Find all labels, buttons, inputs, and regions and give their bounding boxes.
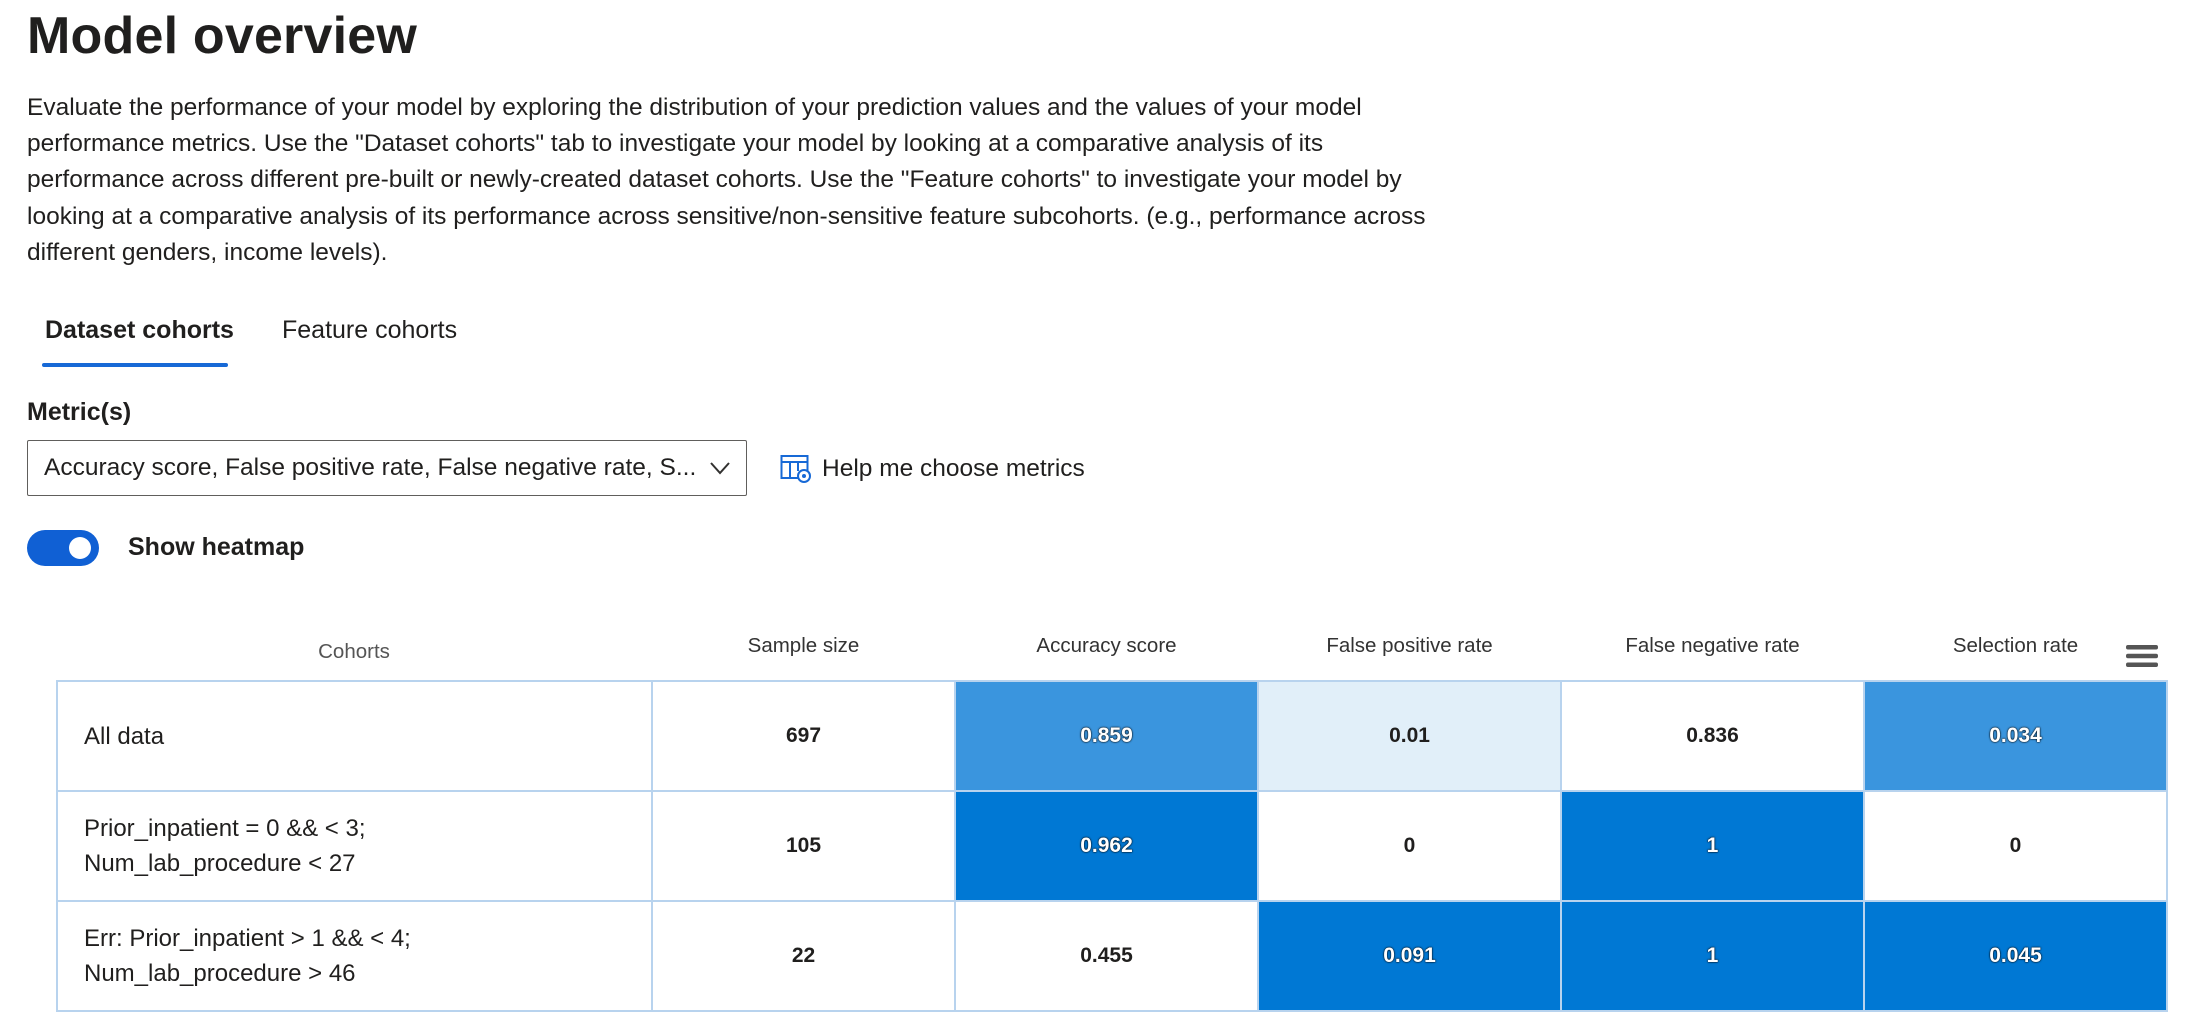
accuracy-score-cell: 0.455 bbox=[954, 900, 1259, 1012]
table-row: All data 697 0.859 0.01 0.836 0.034 bbox=[56, 680, 2168, 792]
false-negative-rate-cell: 1 bbox=[1560, 790, 1865, 902]
sample-size-cell: 697 bbox=[651, 680, 956, 792]
table-row: Err: Prior_inpatient > 1 && < 4; Num_lab… bbox=[56, 900, 2168, 1012]
column-header-false-positive-rate: False positive rate bbox=[1326, 634, 1493, 657]
false-positive-rate-cell: 0 bbox=[1257, 790, 1562, 902]
sample-size-cell: 22 bbox=[651, 900, 956, 1012]
metrics-label: Metric(s) bbox=[27, 398, 132, 426]
cohort-name-line: Err: Prior_inpatient > 1 && < 4; bbox=[84, 925, 411, 952]
chevron-down-icon bbox=[710, 462, 730, 475]
false-negative-rate-cell: 0.836 bbox=[1560, 680, 1865, 792]
column-header-accuracy-score: Accuracy score bbox=[1036, 634, 1177, 657]
tab-dataset-cohorts[interactable]: Dataset cohorts bbox=[45, 316, 234, 344]
table-settings-icon bbox=[780, 455, 811, 483]
false-positive-rate-cell: 0.091 bbox=[1257, 900, 1562, 1012]
selection-rate-cell: 0.045 bbox=[1863, 900, 2168, 1012]
false-positive-rate-cell: 0.01 bbox=[1257, 680, 1562, 792]
accuracy-score-cell: 0.962 bbox=[954, 790, 1259, 902]
cohort-name-line: Num_lab_procedure > 46 bbox=[84, 960, 356, 987]
active-tab-indicator bbox=[42, 363, 228, 367]
sample-size-cell: 105 bbox=[651, 790, 956, 902]
column-header-cohorts: Cohorts bbox=[318, 640, 390, 663]
column-header-false-negative-rate: False negative rate bbox=[1625, 634, 1800, 657]
column-header-sample-size: Sample size bbox=[747, 634, 860, 657]
false-negative-rate-cell: 1 bbox=[1560, 900, 1865, 1012]
cohort-name: All data bbox=[84, 722, 165, 750]
metrics-dropdown[interactable]: Accuracy score, False positive rate, Fal… bbox=[27, 440, 747, 496]
accuracy-score-cell: 0.859 bbox=[954, 680, 1259, 792]
metrics-dropdown-value: Accuracy score, False positive rate, Fal… bbox=[44, 454, 697, 481]
cohort-name-line: Prior_inpatient = 0 && < 3; bbox=[84, 815, 366, 842]
show-heatmap-toggle[interactable] bbox=[27, 530, 99, 566]
hamburger-menu-icon[interactable] bbox=[2126, 643, 2158, 669]
page-description: Evaluate the performance of your model b… bbox=[27, 94, 1426, 266]
cohort-name-cell: Prior_inpatient = 0 && < 3; Num_lab_proc… bbox=[56, 790, 653, 902]
page-title: Model overview bbox=[27, 7, 418, 65]
cohort-name-cell: All data bbox=[56, 680, 653, 792]
help-choose-metrics-button[interactable]: Help me choose metrics bbox=[780, 449, 1085, 489]
show-heatmap-label: Show heatmap bbox=[128, 533, 305, 561]
selection-rate-cell: 0.034 bbox=[1863, 680, 2168, 792]
help-choose-metrics-label: Help me choose metrics bbox=[822, 455, 1085, 482]
cohort-name-line: Num_lab_procedure < 27 bbox=[84, 850, 356, 877]
cohort-name-cell: Err: Prior_inpatient > 1 && < 4; Num_lab… bbox=[56, 900, 653, 1012]
tab-feature-cohorts[interactable]: Feature cohorts bbox=[282, 316, 458, 344]
table-row: Prior_inpatient = 0 && < 3; Num_lab_proc… bbox=[56, 790, 2168, 902]
toggle-knob bbox=[69, 537, 91, 559]
cohort-metrics-heatmap: All data 697 0.859 0.01 0.836 0.034 Prio… bbox=[56, 680, 2168, 1012]
selection-rate-cell: 0 bbox=[1863, 790, 2168, 902]
column-header-selection-rate: Selection rate bbox=[1952, 634, 2079, 657]
